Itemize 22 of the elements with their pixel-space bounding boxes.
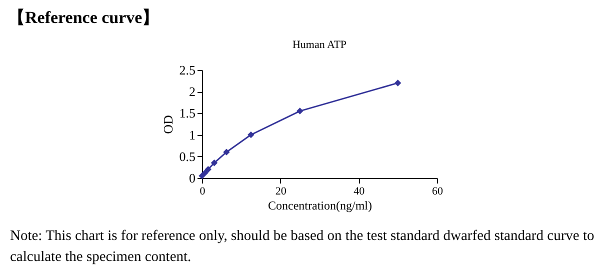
text: Note: This chart is for reference only, should be based on the test standard dwarfed standard curve to calculate the specimen content. (10, 227, 595, 267)
point (202, 169, 208, 176)
point (204, 166, 212, 173)
point (248, 131, 254, 138)
y-tick-label: 1 (189, 127, 196, 142)
point (394, 80, 402, 86)
x-tick-label: 20 (275, 186, 287, 198)
y-axis-title: OD (160, 115, 176, 134)
x-axis-title: Concentration(ng/ml) (268, 198, 372, 212)
y-tick-label: 0 (189, 170, 196, 186)
chart-title: Human ATP (292, 39, 347, 51)
text: 【Reference curve】 (8, 7, 160, 29)
x-tick-label: 0 (200, 186, 206, 198)
point (210, 160, 218, 166)
y-tick-label: 0.5 (179, 148, 196, 164)
x-tick-label: 40 (354, 186, 366, 198)
point (296, 108, 304, 114)
point (223, 148, 230, 156)
x-tick-label: 60 (432, 186, 444, 198)
y-tick-label: 2.5 (179, 62, 196, 78)
y-tick-label: 1.5 (179, 106, 196, 121)
y-tick-label: 2 (189, 84, 196, 100)
